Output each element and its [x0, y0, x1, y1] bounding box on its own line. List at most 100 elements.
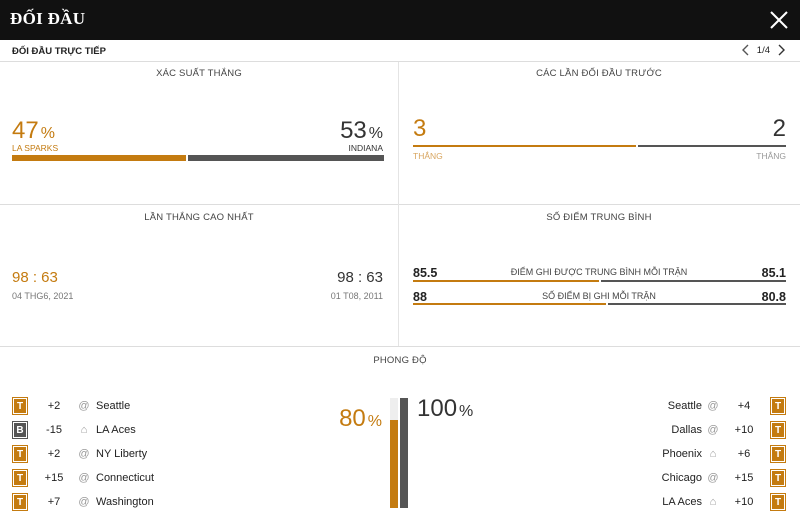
home-icon: ⌂	[709, 496, 717, 508]
win-prob-title: XÁC SUẤT THẮNG	[156, 68, 242, 79]
biggest-win-title: LẦN THẮNG CAO NHẤT	[144, 212, 254, 223]
point-diff: +4	[737, 400, 751, 412]
away-form-bar	[400, 398, 408, 508]
prev-meetings-title: CÁC LẦN ĐỐI ĐẦU TRƯỚC	[536, 68, 662, 79]
point-diff: +10	[734, 496, 754, 508]
away-win-pct: 53%	[340, 117, 383, 145]
opponent-name: Washington	[96, 496, 154, 508]
home-win-value: 47	[12, 117, 39, 144]
away-form-game: T +10 @ Dallas	[0, 421, 800, 439]
home-team-name: LA SPARKS	[12, 143, 59, 153]
home-prev-wins: 3	[413, 115, 427, 142]
page-title: ĐỐI ĐẦU	[10, 9, 86, 28]
home-form-game: T +2 @ Seattle	[0, 397, 800, 415]
home-form-bar	[390, 420, 398, 508]
result-badge: T	[13, 470, 27, 486]
pager: 1/4	[741, 44, 786, 56]
result-badge: T	[771, 422, 785, 438]
avg-conceded-label: SỐ ĐIỂM BỊ GHI MỖI TRẬN	[542, 291, 656, 301]
away-avg-conceded: 80.8	[761, 290, 786, 304]
point-diff: +7	[47, 496, 61, 508]
subheader: ĐỐI ĐẦU TRỰC TIẾP 1/4	[0, 40, 800, 62]
result-badge: T	[771, 398, 785, 414]
home-form-unit: %	[367, 413, 382, 430]
home-form-bar-track	[390, 398, 398, 508]
header-bar: ĐỐI ĐẦU	[0, 0, 800, 40]
home-avg-conceded-bar	[413, 303, 606, 305]
opponent-name: Connecticut	[96, 472, 155, 484]
at-icon: @	[707, 400, 719, 412]
home-prev-bar	[413, 145, 636, 147]
away-avg-scored: 85.1	[761, 266, 786, 280]
point-diff: +2	[47, 448, 61, 460]
away-win-unit: %	[368, 125, 383, 142]
divider	[398, 62, 399, 204]
result-badge: B	[13, 422, 27, 438]
away-form-unit: %	[459, 403, 474, 420]
home-form-pct: 80%	[339, 405, 382, 433]
away-form-game: T +4 @ Seattle	[0, 397, 800, 415]
away-win-bar	[188, 155, 384, 161]
opponent-name: Chicago	[661, 472, 702, 484]
away-form-pct: 100%	[417, 395, 473, 423]
at-icon: @	[78, 448, 90, 460]
home-avg-scored-bar	[413, 280, 599, 282]
point-diff: +6	[737, 448, 751, 460]
divider	[0, 346, 800, 347]
opponent-name: Seattle	[96, 400, 131, 412]
point-diff: +15	[44, 472, 64, 484]
result-badge: T	[13, 494, 27, 510]
divider	[0, 204, 800, 205]
opponent-name: Phoenix	[662, 448, 702, 460]
close-icon[interactable]	[766, 7, 792, 33]
away-prev-wins: 2	[772, 115, 786, 142]
away-avg-scored-bar	[601, 280, 786, 282]
away-biggest-score: 98 : 63	[337, 269, 383, 286]
home-icon: ⌂	[80, 424, 88, 436]
home-win-unit: %	[40, 125, 55, 142]
chevron-right-icon[interactable]	[776, 44, 786, 56]
at-icon: @	[707, 472, 719, 484]
point-diff: +15	[734, 472, 754, 484]
home-wins-label: THẮNG	[413, 151, 443, 161]
divider	[398, 204, 399, 346]
at-icon: @	[707, 424, 719, 436]
away-wins-label: THẮNG	[756, 151, 786, 161]
opponent-name: Seattle	[667, 400, 702, 412]
at-icon: @	[78, 496, 90, 508]
home-form-value: 80	[339, 405, 366, 432]
avg-points-title: SỐ ĐIỂM TRUNG BÌNH	[546, 212, 652, 223]
page-indicator: 1/4	[756, 44, 770, 56]
away-prev-bar	[638, 145, 786, 147]
point-diff: -15	[46, 424, 62, 436]
chevron-left-icon[interactable]	[741, 44, 751, 56]
away-form-game: T +6 ⌂ Phoenix	[0, 445, 800, 463]
home-form-game: T +2 @ NY Liberty	[0, 445, 800, 463]
avg-scored-label: ĐIỂM GHI ĐƯỢC TRUNG BÌNH MỖI TRẬN	[510, 267, 688, 277]
home-form-game: B -15 ⌂ LA Aces	[0, 421, 800, 439]
result-badge: T	[13, 398, 27, 414]
opponent-name: NY Liberty	[96, 448, 148, 460]
home-form-game: T +15 @ Connecticut	[0, 469, 800, 487]
away-form-value: 100	[417, 395, 458, 422]
opponent-name: LA Aces	[662, 496, 702, 508]
away-win-value: 53	[340, 117, 367, 144]
away-form-bar-track	[400, 398, 408, 508]
home-win-bar	[12, 155, 186, 161]
at-icon: @	[78, 400, 90, 412]
result-badge: T	[771, 470, 785, 486]
away-form-game: T +15 @ Chicago	[0, 469, 800, 487]
home-avg-conceded: 88	[413, 290, 427, 304]
away-form-game: T +10 ⌂ LA Aces	[0, 493, 800, 511]
result-badge: T	[13, 446, 27, 462]
home-biggest-date: 04 THG6, 2021	[12, 291, 74, 301]
away-biggest-date: 01 T08, 2011	[330, 291, 383, 301]
point-diff: +2	[47, 400, 61, 412]
result-badge: T	[771, 446, 785, 462]
home-form-game: T +7 @ Washington	[0, 493, 800, 511]
home-icon: ⌂	[709, 448, 717, 460]
away-team-name: INDIANA	[348, 143, 383, 153]
result-badge: T	[771, 494, 785, 510]
at-icon: @	[78, 472, 90, 484]
point-diff: +10	[734, 424, 754, 436]
